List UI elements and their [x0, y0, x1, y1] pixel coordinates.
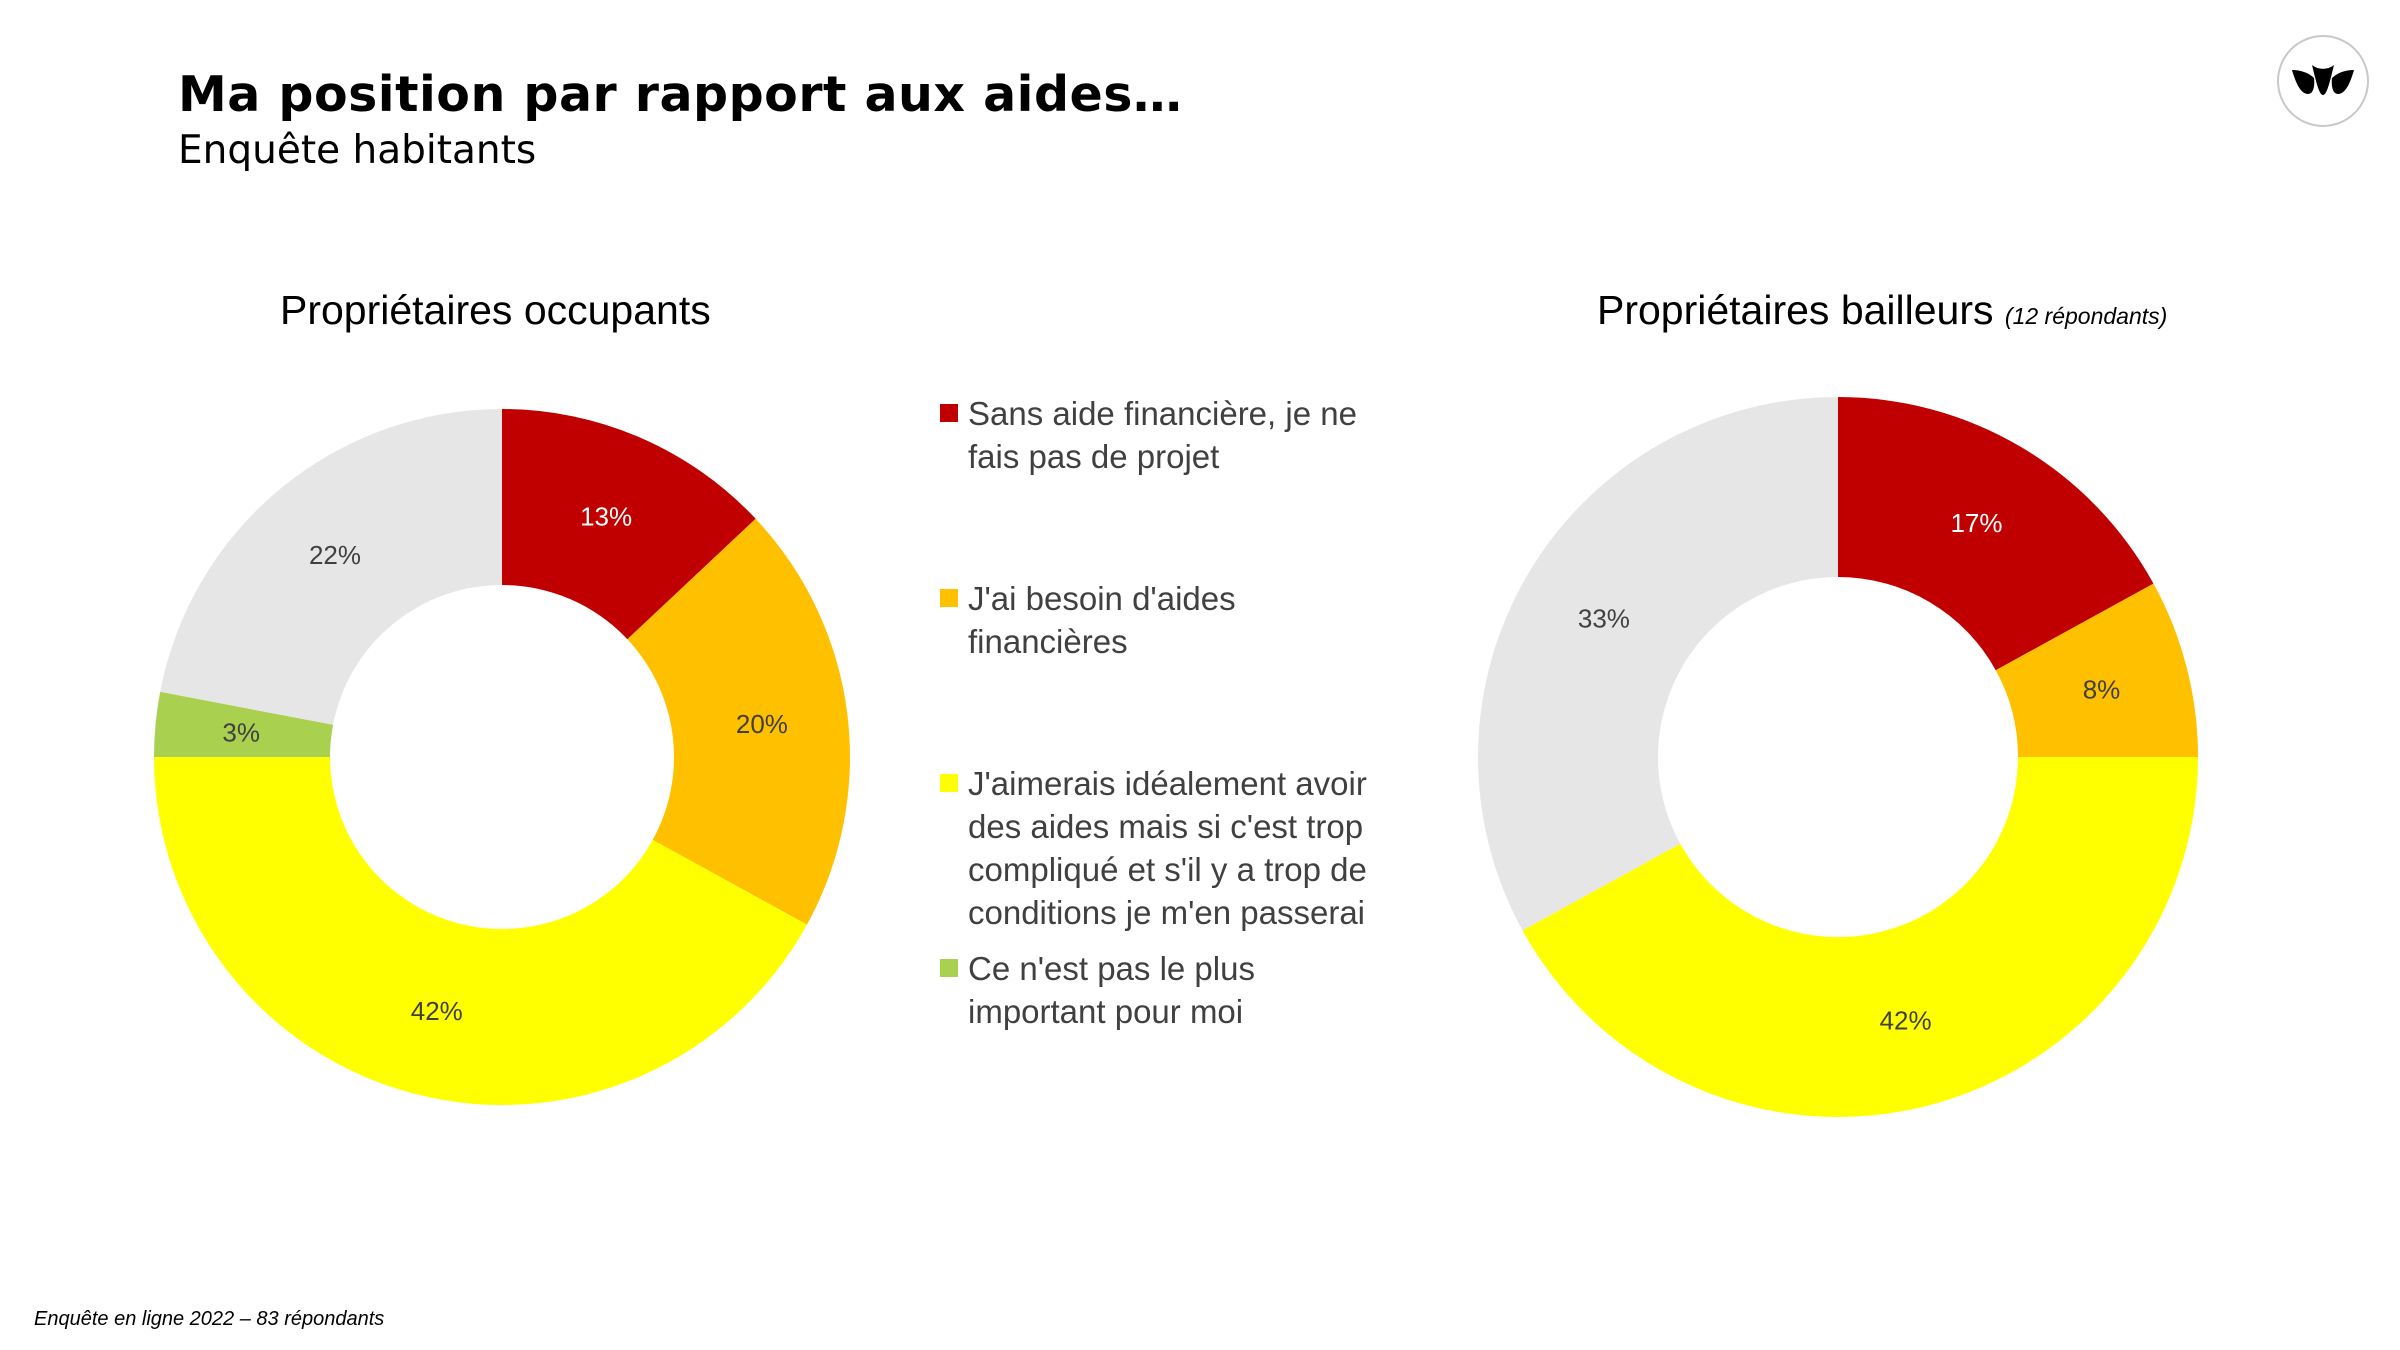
- chart-title-bailleurs: Propriétaires bailleurs (12 répondants): [1597, 287, 2167, 334]
- slice-data-label: 42%: [411, 996, 463, 1026]
- slice-besoin: [1995, 583, 2198, 757]
- slice-autre: [1478, 397, 1838, 931]
- slice-pas-important: [154, 691, 334, 757]
- legend-label: Ce n'est pas le plus important pour moi: [968, 950, 1255, 1030]
- donut-chart-bailleurs: 17% 8% 42% 33%: [1478, 397, 2198, 1117]
- slice-data-label: 42%: [1880, 1006, 1932, 1036]
- chart-title-bailleurs-text: Propriétaires bailleurs: [1597, 287, 1994, 333]
- slice-data-label: 8%: [2083, 674, 2121, 704]
- slice-data-label: 3%: [222, 717, 260, 747]
- slice-autre: [160, 409, 502, 725]
- slice-ideal: [154, 757, 807, 1105]
- footer-note: Enquête en ligne 2022 – 83 répondants: [34, 1308, 385, 1330]
- legend-label: Sans aide financière, je ne fais pas de …: [968, 395, 1357, 475]
- slice-data-label: 22%: [309, 540, 361, 570]
- legend-swatch: [940, 774, 958, 792]
- chart-respondents-note: (12 répondants): [2004, 303, 2168, 329]
- slice-sans-aide: [1838, 397, 2154, 671]
- legend-swatch: [940, 959, 958, 977]
- legend-swatch: [940, 589, 958, 607]
- slice-ideal: [1522, 757, 2198, 1117]
- leaves-logo-icon: [2292, 65, 2354, 95]
- donut-chart-occupants: 13% 20% 42% 3% 22%: [154, 409, 850, 1105]
- legend-label: J'aimerais idéalement avoir des aides ma…: [968, 765, 1367, 931]
- page-title: Ma position par rapport aux aides…: [178, 66, 1183, 123]
- brand-logo: [2277, 35, 2369, 127]
- legend-swatch: [940, 404, 958, 422]
- slice-data-label: 13%: [580, 502, 632, 532]
- page-subtitle: Enquête habitants: [178, 128, 537, 173]
- chart-title-occupants: Propriétaires occupants: [280, 287, 711, 334]
- legend-label: J'ai besoin d'aides financières: [968, 580, 1236, 660]
- slice-besoin: [627, 518, 850, 925]
- slice-sans-aide: [502, 409, 756, 640]
- chart-title-occupants-text: Propriétaires occupants: [280, 287, 711, 333]
- slice-data-label: 20%: [736, 709, 788, 739]
- slice-data-label: 33%: [1578, 604, 1630, 634]
- slice-data-label: 17%: [1950, 508, 2002, 538]
